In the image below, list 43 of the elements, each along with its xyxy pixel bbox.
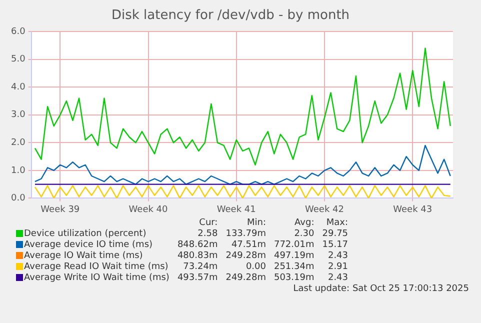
x-tick-label: Week 43 [393,204,432,215]
text: 480.83m [176,251,219,262]
y-tick-label: 4.0 [10,82,26,92]
text: Last update: Sat Oct 25 17:00:13 2025 [292,284,470,295]
y-tick-label: 5.0 [10,54,26,65]
legend-label: Average Write IO Wait time (ms) [23,273,170,284]
text: 249.28m [224,273,267,284]
text: 493.57m [176,273,219,284]
text: 47.51m [230,240,267,251]
x-tick-label: Week 42 [305,204,344,215]
text: 251.34m [272,262,316,273]
legend-label: Average IO Wait time (ms) [23,251,144,262]
text: Max: [325,218,350,229]
text: Min: [246,218,267,229]
y-tick-label: 0.0 [10,194,26,204]
y-tick-label: 3.0 [10,110,26,120]
x-tick-label: Week 40 [128,204,168,215]
text: 0.00 [244,262,267,273]
text: 15.17 [321,240,350,251]
text: 848.62m [176,240,219,251]
legend-label: Device utilization (percent) [23,229,148,240]
text: Cur: [198,218,219,229]
text: 2.58 [196,229,219,240]
text: Avg: [294,218,316,229]
legend-label: Average device IO time (ms) [23,240,154,251]
y-tick-label: 1.0 [10,166,26,176]
text: 503.19m [272,273,316,284]
chart-title: Disk latency for /dev/vdb - by month [111,8,350,24]
text: 2.43 [326,251,350,262]
x-tick-label: Week 39 [40,204,80,215]
x-tick-label: Week 41 [216,204,256,215]
text: 497.19m [272,251,316,262]
text: 133.79m [224,229,267,240]
text: 2.91 [326,262,350,273]
legend-label: Average Read IO Wait time (ms) [23,262,170,273]
text: 2.43 [326,273,350,284]
text: 772.01m [272,240,316,251]
text: 249.28m [224,251,267,262]
text: 29.75 [321,229,350,240]
text: 2.30 [293,229,316,240]
y-tick-label: 6.0 [10,26,26,37]
y-tick-label: 2.0 [10,138,26,148]
text: 73.24m [182,262,219,273]
